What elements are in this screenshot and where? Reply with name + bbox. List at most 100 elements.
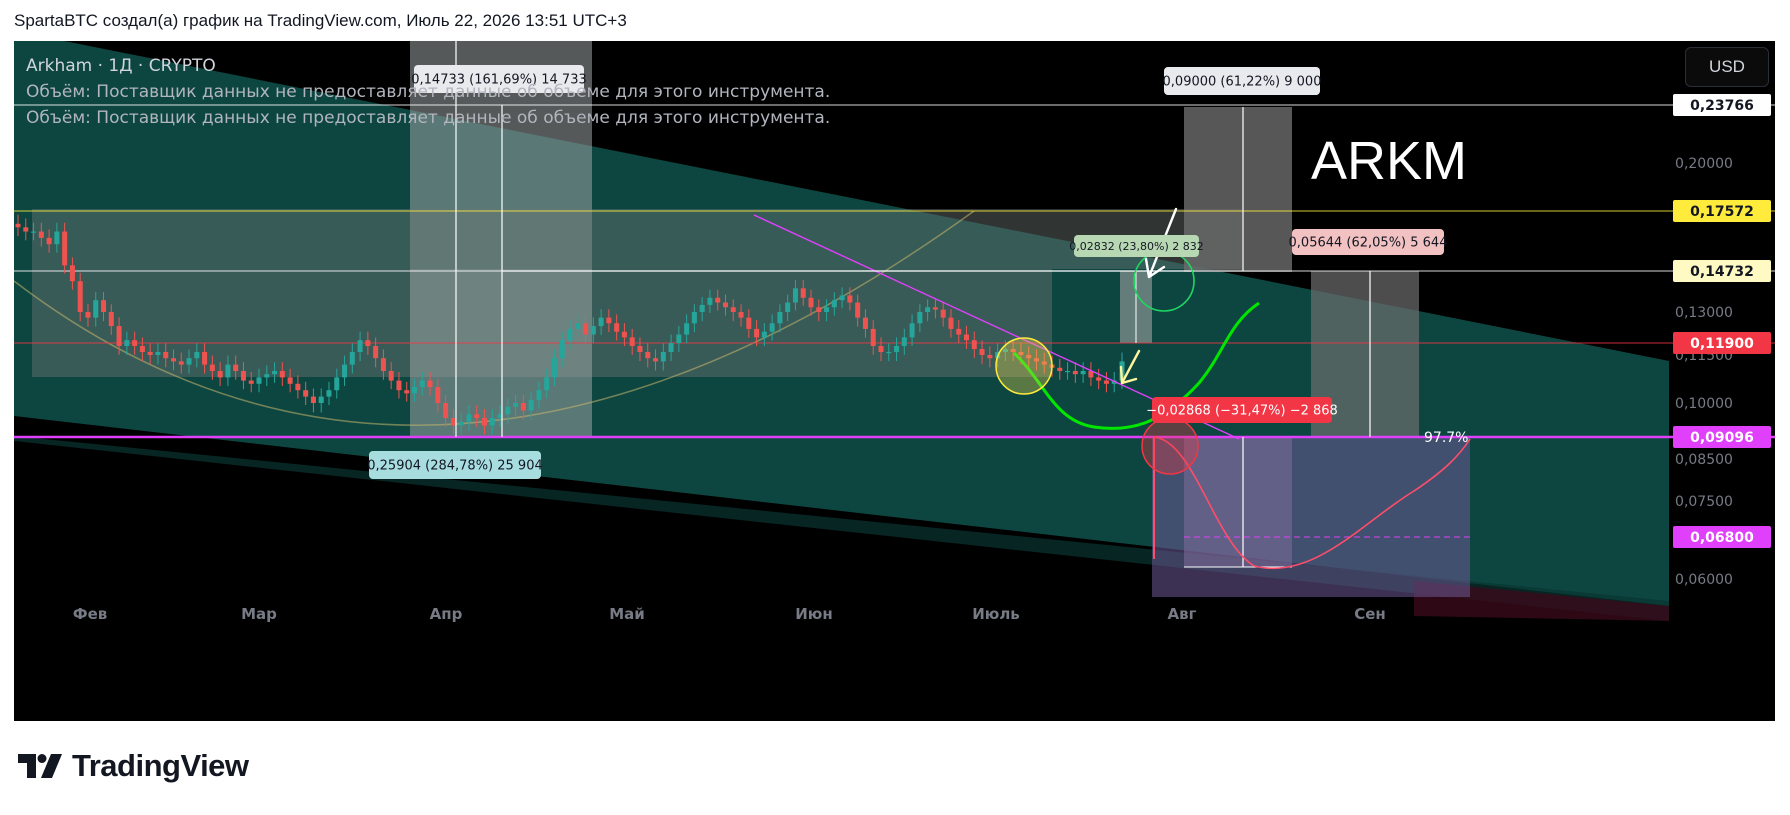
candle — [831, 300, 837, 308]
candle — [108, 312, 114, 327]
candle — [295, 383, 301, 391]
tradingview-brand[interactable]: TradingView — [18, 748, 249, 784]
candle — [621, 331, 627, 338]
candle — [116, 326, 122, 346]
candle — [1080, 371, 1086, 375]
candle — [559, 340, 565, 359]
candles-layer — [15, 214, 1125, 435]
time-tick: Май — [609, 605, 645, 623]
price-label-bg — [1673, 332, 1771, 354]
candle — [365, 340, 371, 346]
time-tick: Фев — [73, 605, 108, 623]
candle — [357, 340, 363, 352]
candle — [956, 328, 962, 335]
candle — [240, 371, 246, 381]
chart-area[interactable]: 0,20000 0,13000 0,11500 0,10000 0,08500 0,075… — [14, 41, 1775, 721]
candle — [894, 346, 900, 352]
candle — [800, 288, 806, 298]
price-label: 0,23766 — [1690, 98, 1754, 114]
candle — [427, 380, 433, 387]
tradingview-logo-icon — [18, 754, 62, 778]
candle — [62, 231, 68, 266]
price-label-bg — [1673, 94, 1771, 116]
channel-bottom-fade — [1414, 581, 1669, 621]
candle — [170, 358, 176, 362]
candle — [987, 355, 993, 359]
currency-button[interactable]: USD — [1685, 47, 1769, 87]
range-zone-top — [32, 209, 1242, 269]
candle — [637, 346, 643, 352]
candle — [279, 371, 285, 378]
candle — [209, 364, 215, 371]
candle — [1026, 355, 1032, 359]
candle — [730, 307, 736, 312]
candle — [668, 343, 674, 352]
chart-legend: Arkham · 1Д · CRYPTO Объём: Поставщик да… — [26, 53, 830, 131]
candle — [1111, 380, 1117, 384]
candle — [124, 340, 130, 346]
candle — [388, 371, 394, 381]
candle — [435, 387, 441, 403]
candle — [862, 317, 868, 329]
candle — [785, 302, 791, 312]
price-label-bg — [1673, 526, 1771, 548]
candle — [598, 317, 604, 327]
candle — [155, 352, 161, 355]
candle — [139, 346, 145, 352]
candle — [1088, 371, 1094, 378]
yellow-circle — [995, 337, 1053, 395]
time-tick: Мар — [241, 605, 277, 623]
candle — [450, 418, 456, 426]
price-tick: 0,13000 — [1675, 305, 1733, 321]
measure-label-bg — [369, 451, 541, 479]
price-label-bg — [1673, 260, 1771, 282]
price-label-bg — [1673, 200, 1771, 222]
candle — [754, 328, 760, 338]
candle — [536, 390, 542, 400]
candle — [466, 414, 472, 422]
candle — [746, 317, 752, 329]
candle — [886, 352, 892, 354]
red-projected-path — [1153, 436, 1471, 570]
candle — [101, 300, 107, 312]
measure-label-bg — [1292, 229, 1444, 255]
candle — [551, 358, 557, 378]
candle — [590, 326, 596, 335]
price-tick: 0,06000 — [1675, 572, 1733, 588]
candle — [870, 328, 876, 346]
candle — [419, 380, 425, 387]
candle — [855, 302, 861, 318]
candle — [373, 346, 379, 359]
candle — [342, 364, 348, 378]
candle — [287, 377, 293, 384]
candle — [816, 307, 822, 312]
candle — [979, 349, 985, 355]
measure-label: 0,25904 (284,78%) 25 904 — [367, 459, 543, 474]
candle — [575, 323, 581, 329]
symbol-title[interactable]: Arkham · 1Д · CRYPTO — [26, 56, 216, 76]
candle — [38, 231, 44, 238]
measure-label-bg — [1152, 397, 1332, 423]
candle — [310, 396, 316, 403]
candle — [505, 406, 511, 415]
candle — [225, 364, 231, 378]
red-circle — [1141, 417, 1199, 475]
candle — [660, 352, 666, 362]
candle — [404, 390, 410, 394]
brand-name: TradingView — [72, 748, 249, 783]
candle — [194, 352, 200, 359]
candle — [932, 307, 938, 310]
candle — [458, 421, 464, 426]
chart-svg[interactable]: 0,200000,130000,115000,100000,085000,075… — [14, 41, 1775, 721]
candle — [412, 387, 418, 394]
candle — [31, 231, 37, 233]
candle — [77, 281, 83, 312]
candle — [769, 323, 775, 332]
candle — [777, 312, 783, 324]
candle — [917, 312, 923, 324]
chart-caption: SpartaBTC создал(а) график на TradingVie… — [14, 11, 627, 30]
candle — [925, 307, 931, 312]
measure-label-bg — [414, 65, 584, 93]
candle — [1065, 371, 1071, 373]
candle — [334, 377, 340, 391]
